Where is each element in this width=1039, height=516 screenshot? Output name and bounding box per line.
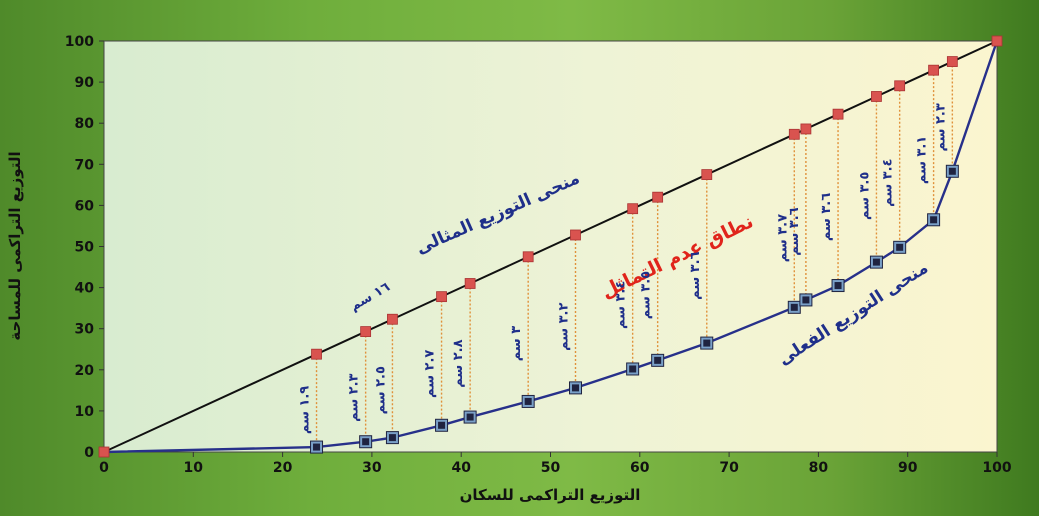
deviation-label: ٢.٥ سم <box>373 366 388 414</box>
x-tick-label: 30 <box>362 460 382 476</box>
x-axis-label: التوزيع التراكمى للسكان <box>460 486 641 504</box>
y-tick-label: 90 <box>75 75 95 91</box>
ideal-point-marker <box>800 123 812 135</box>
ideal-point-marker <box>928 64 939 76</box>
x-tick-label: 100 <box>982 460 1011 476</box>
ideal-point-marker <box>570 229 581 241</box>
actual-point-marker <box>438 421 446 429</box>
deviation-label: ٢.٣ سم <box>933 103 948 151</box>
ideal-point-marker <box>788 128 800 140</box>
y-tick-label: 80 <box>75 116 95 132</box>
actual-point-marker <box>930 216 938 224</box>
x-tick-label: 20 <box>273 460 293 476</box>
deviation-label: ٣.٥ سم <box>857 172 872 220</box>
ideal-point-marker <box>946 56 958 67</box>
actual-point-marker <box>872 258 880 266</box>
deviation-label: ٣.٧ سم <box>775 214 790 262</box>
y-tick-label: 10 <box>75 404 95 420</box>
deviation-label: ٣.٦ سم <box>688 251 703 299</box>
deviation-label: ٣.١ سم <box>915 136 930 184</box>
y-tick-label: 0 <box>84 445 94 461</box>
x-tick-label: 80 <box>809 460 829 476</box>
x-tick-label: 10 <box>184 460 204 476</box>
ideal-point-marker <box>311 348 322 360</box>
ideal-point-marker <box>652 191 664 203</box>
ideal-point-marker <box>436 291 447 303</box>
y-tick-label: 70 <box>75 157 95 173</box>
ideal-point-marker <box>98 446 110 458</box>
actual-point-marker <box>834 282 842 290</box>
actual-point-marker <box>629 365 637 373</box>
deviation-label: ٣ سم <box>509 326 524 362</box>
y-tick-label: 60 <box>75 198 95 214</box>
deviation-label: ٣.٥ سم <box>639 271 654 319</box>
actual-point-marker <box>948 167 956 175</box>
ideal-point-marker <box>627 203 639 215</box>
deviation-label: ١.٩ سم <box>298 386 313 434</box>
ideal-point-marker <box>464 278 476 289</box>
ideal-point-marker <box>991 35 1003 47</box>
ideal-point-marker <box>360 326 372 337</box>
deviation-label: ٣.٦ سم <box>787 207 802 255</box>
deviation-label: ٢.٧ سم <box>423 350 438 398</box>
deviation-label: ٢.٣ سم <box>347 373 362 421</box>
x-tick-label: 70 <box>719 460 739 476</box>
deviation-label: ٢.٨ سم <box>451 339 466 387</box>
ideal-point-marker <box>387 313 398 325</box>
actual-point-marker <box>896 243 904 251</box>
actual-point-marker <box>388 434 396 442</box>
ideal-point-marker <box>701 169 713 180</box>
x-tick-label: 50 <box>541 460 561 476</box>
actual-point-marker <box>466 413 474 421</box>
ideal-point-marker <box>522 251 534 263</box>
y-tick-label: 20 <box>75 363 95 379</box>
y-axis-label: التوزيع التراكمى للمساحة <box>6 151 24 340</box>
ideal-point-marker <box>871 91 882 102</box>
y-tick-label: 50 <box>75 240 95 256</box>
y-tick-label: 30 <box>75 322 95 338</box>
x-tick-label: 60 <box>630 460 650 476</box>
y-tick-label: 100 <box>65 34 94 50</box>
actual-point-marker <box>362 438 370 446</box>
actual-point-marker <box>790 303 798 311</box>
actual-point-marker <box>802 296 810 304</box>
deviation-label: ٣.٦ سم <box>819 193 834 241</box>
x-tick-label: 90 <box>898 460 918 476</box>
actual-point-marker <box>654 356 662 364</box>
y-tick-label: 40 <box>75 281 95 297</box>
ideal-point-marker <box>894 80 906 92</box>
ideal-point-marker <box>832 108 844 120</box>
actual-point-marker <box>703 339 711 347</box>
deviation-label: ٣.٤ سم <box>881 159 896 207</box>
deviation-label: ٣.٢ سم <box>557 303 572 351</box>
x-tick-label: 40 <box>451 460 471 476</box>
actual-point-marker <box>524 397 532 405</box>
deviation-label: ٣.٤ سم <box>614 281 629 329</box>
x-tick-label: 0 <box>99 460 109 476</box>
actual-point-marker <box>572 384 580 392</box>
actual-point-marker <box>313 443 321 451</box>
